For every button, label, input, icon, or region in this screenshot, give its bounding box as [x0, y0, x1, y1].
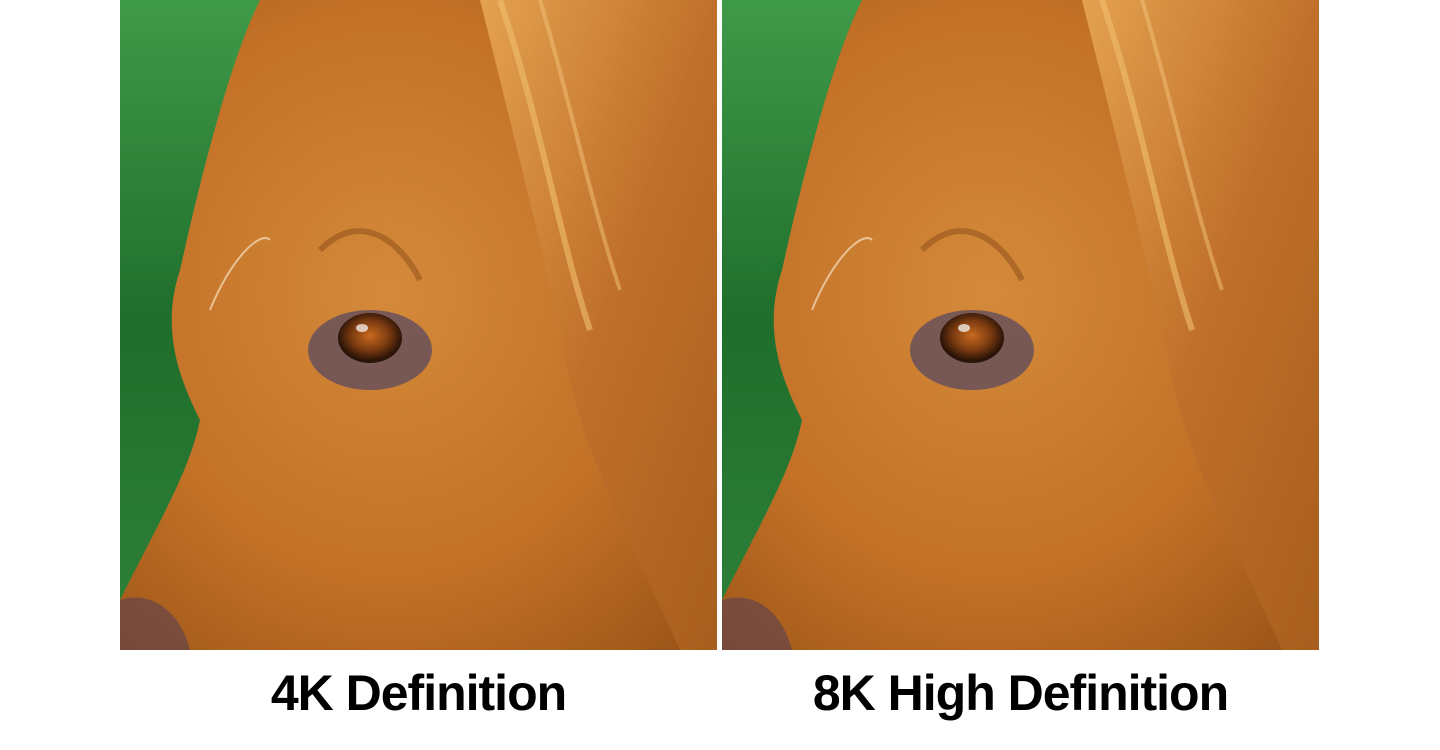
dog-closeup-image [120, 0, 717, 650]
photo-8k [722, 0, 1319, 650]
photo-4k [120, 0, 717, 650]
caption-4k: 4K Definition [270, 665, 567, 721]
dog-closeup-image [722, 0, 1319, 650]
caption-8k: 8K High Definition [812, 665, 1229, 721]
